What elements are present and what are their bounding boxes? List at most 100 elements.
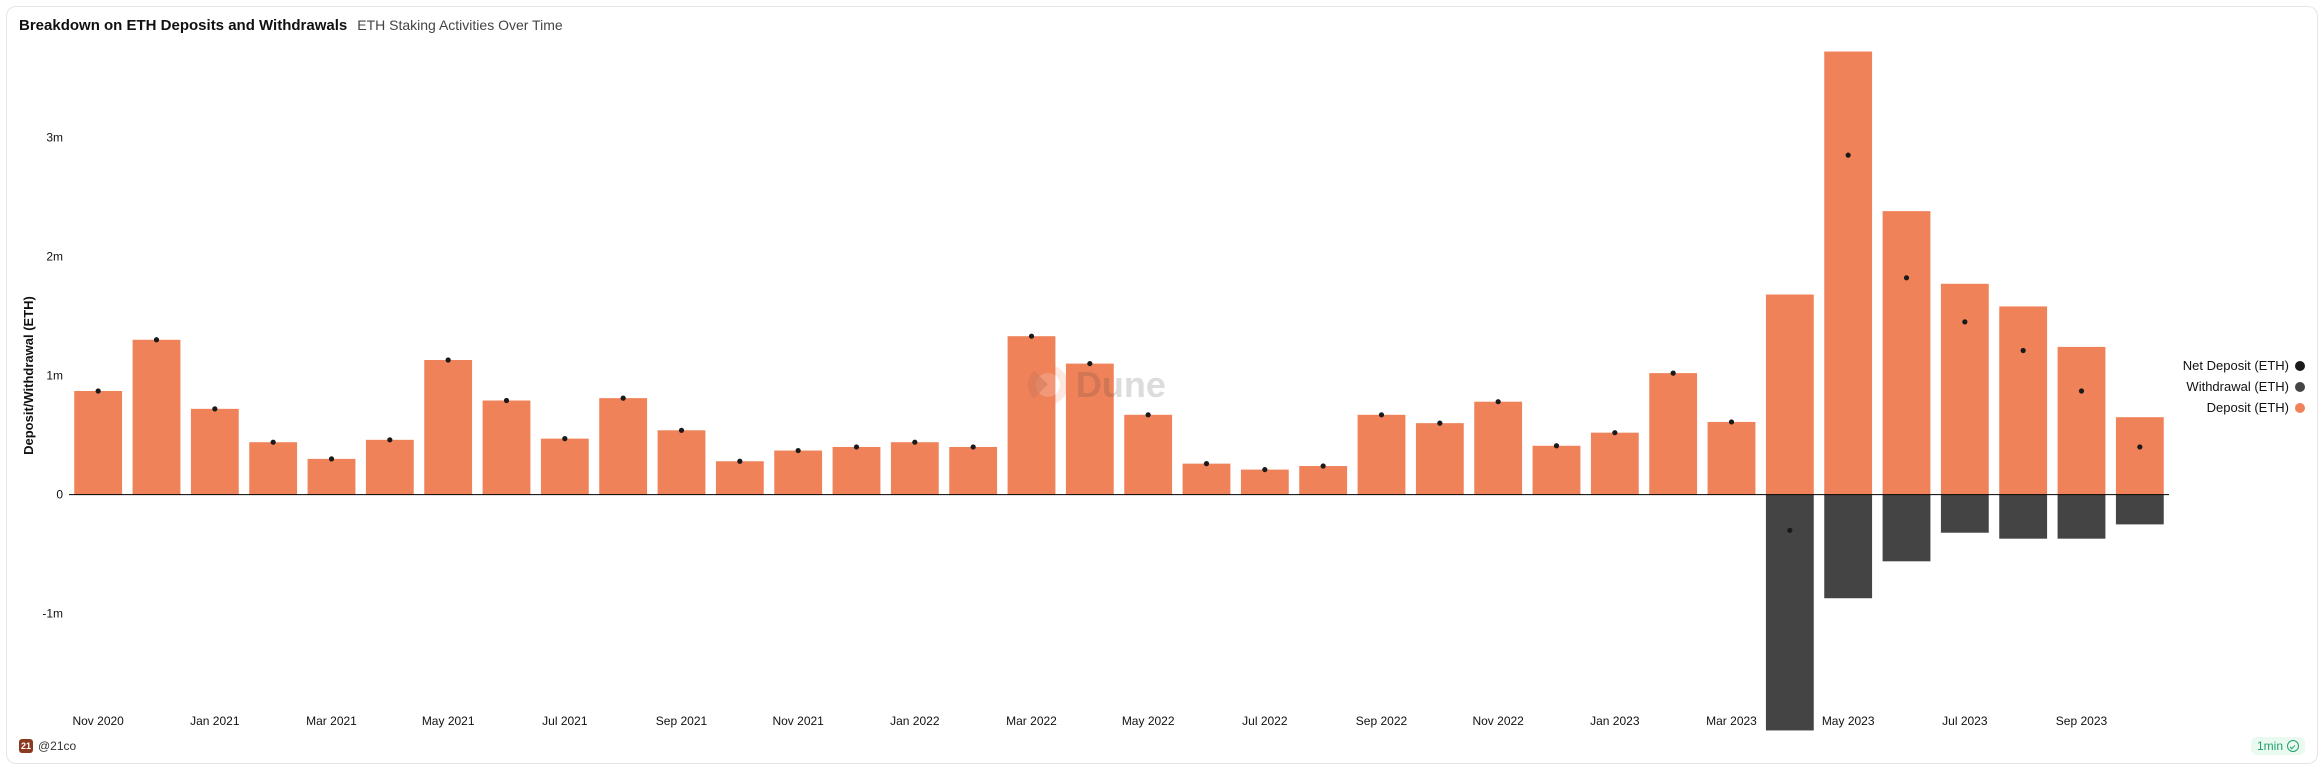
deposit-bar[interactable] — [774, 451, 822, 495]
deposit-bar[interactable] — [1824, 52, 1872, 495]
deposit-bar[interactable] — [133, 340, 181, 495]
deposit-bar[interactable] — [1358, 415, 1406, 495]
net-deposit-point[interactable] — [621, 396, 626, 401]
deposit-bar[interactable] — [74, 391, 122, 495]
x-tick-label: May 2023 — [1822, 714, 1875, 728]
legend-item[interactable]: Net Deposit (ETH) — [2183, 358, 2305, 373]
net-deposit-point[interactable] — [1554, 443, 1559, 448]
net-deposit-point[interactable] — [1029, 334, 1034, 339]
deposit-bar[interactable] — [1766, 295, 1814, 495]
deposit-bar[interactable] — [1241, 470, 1289, 495]
deposit-bar[interactable] — [1299, 466, 1347, 495]
deposit-bar[interactable] — [1416, 423, 1464, 494]
deposit-bar[interactable] — [1533, 446, 1581, 495]
withdrawal-bar[interactable] — [2058, 495, 2106, 539]
net-deposit-point[interactable] — [329, 456, 334, 461]
deposit-bar[interactable] — [891, 442, 939, 494]
net-deposit-point[interactable] — [1496, 399, 1501, 404]
deposit-bar[interactable] — [1008, 336, 1056, 494]
author-badge-icon: 21 — [19, 739, 33, 753]
net-deposit-point[interactable] — [1087, 361, 1092, 366]
legend-item[interactable]: Withdrawal (ETH) — [2183, 379, 2305, 394]
x-tick-label: Mar 2023 — [1706, 714, 1757, 728]
bar-chart-svg: Deposit/Withdrawal (ETH)-1m01m2m3mNov 20… — [19, 38, 2175, 735]
net-deposit-point[interactable] — [387, 437, 392, 442]
withdrawal-bar[interactable] — [1824, 495, 1872, 599]
y-tick-label: 0 — [56, 488, 63, 502]
withdrawal-bar[interactable] — [1999, 495, 2047, 539]
net-deposit-point[interactable] — [1612, 430, 1617, 435]
deposit-bar[interactable] — [2116, 417, 2164, 494]
x-tick-label: Sep 2022 — [1356, 714, 1408, 728]
plot-area[interactable]: Dune Deposit/Withdrawal (ETH)-1m01m2m3mN… — [19, 38, 2175, 735]
deposit-bar[interactable] — [658, 430, 706, 494]
net-deposit-point[interactable] — [854, 444, 859, 449]
net-deposit-point[interactable] — [1437, 421, 1442, 426]
deposit-bar[interactable] — [424, 360, 472, 495]
deposit-bar[interactable] — [1649, 373, 1697, 494]
deposit-bar[interactable] — [1883, 211, 1931, 494]
net-deposit-point[interactable] — [1146, 412, 1151, 417]
deposit-bar[interactable] — [716, 461, 764, 494]
deposit-bar[interactable] — [833, 447, 881, 495]
net-deposit-point[interactable] — [1846, 153, 1851, 158]
net-deposit-point[interactable] — [796, 448, 801, 453]
net-deposit-point[interactable] — [2021, 348, 2026, 353]
net-deposit-point[interactable] — [1321, 463, 1326, 468]
net-deposit-point[interactable] — [1729, 419, 1734, 424]
deposit-bar[interactable] — [308, 459, 356, 495]
net-deposit-point[interactable] — [1262, 467, 1267, 472]
x-tick-label: Nov 2022 — [1472, 714, 1524, 728]
x-tick-label: Nov 2021 — [772, 714, 824, 728]
deposit-bar[interactable] — [541, 439, 589, 495]
net-deposit-point[interactable] — [2079, 388, 2084, 393]
deposit-bar[interactable] — [1066, 364, 1114, 495]
deposit-bar[interactable] — [949, 447, 997, 495]
deposit-bar[interactable] — [1941, 284, 1989, 495]
x-tick-label: Sep 2023 — [2056, 714, 2108, 728]
deposit-bar[interactable] — [2058, 347, 2106, 495]
net-deposit-point[interactable] — [562, 436, 567, 441]
net-deposit-point[interactable] — [1671, 371, 1676, 376]
net-deposit-point[interactable] — [446, 357, 451, 362]
refresh-label: 1min — [2257, 739, 2283, 753]
y-axis-label: Deposit/Withdrawal (ETH) — [21, 296, 36, 455]
deposit-bar[interactable] — [249, 442, 297, 494]
net-deposit-point[interactable] — [679, 428, 684, 433]
chart-title: Breakdown on ETH Deposits and Withdrawal… — [19, 17, 347, 34]
net-deposit-point[interactable] — [96, 388, 101, 393]
net-deposit-point[interactable] — [504, 398, 509, 403]
author-link[interactable]: 21 @21co — [19, 739, 76, 753]
deposit-bar[interactable] — [191, 409, 239, 495]
deposit-bar[interactable] — [366, 440, 414, 495]
net-deposit-point[interactable] — [2137, 444, 2142, 449]
net-deposit-point[interactable] — [271, 440, 276, 445]
withdrawal-bar[interactable] — [1941, 495, 1989, 533]
y-tick-label: 1m — [46, 369, 63, 383]
withdrawal-bar[interactable] — [2116, 495, 2164, 525]
deposit-bar[interactable] — [1708, 422, 1756, 495]
chart-header: Breakdown on ETH Deposits and Withdrawal… — [19, 17, 2305, 34]
net-deposit-point[interactable] — [1904, 275, 1909, 280]
deposit-bar[interactable] — [599, 398, 647, 494]
x-tick-label: Jul 2023 — [1942, 714, 1988, 728]
deposit-bar[interactable] — [1591, 433, 1639, 495]
net-deposit-point[interactable] — [212, 406, 217, 411]
deposit-bar[interactable] — [1183, 464, 1231, 495]
net-deposit-point[interactable] — [1204, 461, 1209, 466]
deposit-bar[interactable] — [1474, 402, 1522, 495]
net-deposit-point[interactable] — [912, 440, 917, 445]
net-deposit-point[interactable] — [737, 459, 742, 464]
net-deposit-point[interactable] — [1787, 528, 1792, 533]
net-deposit-point[interactable] — [154, 337, 159, 342]
net-deposit-point[interactable] — [971, 444, 976, 449]
withdrawal-bar[interactable] — [1883, 495, 1931, 562]
deposit-bar[interactable] — [1999, 306, 2047, 494]
net-deposit-point[interactable] — [1379, 412, 1384, 417]
deposit-bar[interactable] — [1124, 415, 1172, 495]
deposit-bar[interactable] — [483, 401, 531, 495]
legend-item[interactable]: Deposit (ETH) — [2183, 400, 2305, 415]
x-tick-label: Mar 2021 — [306, 714, 357, 728]
refresh-badge[interactable]: 1min — [2251, 737, 2305, 755]
net-deposit-point[interactable] — [1962, 319, 1967, 324]
